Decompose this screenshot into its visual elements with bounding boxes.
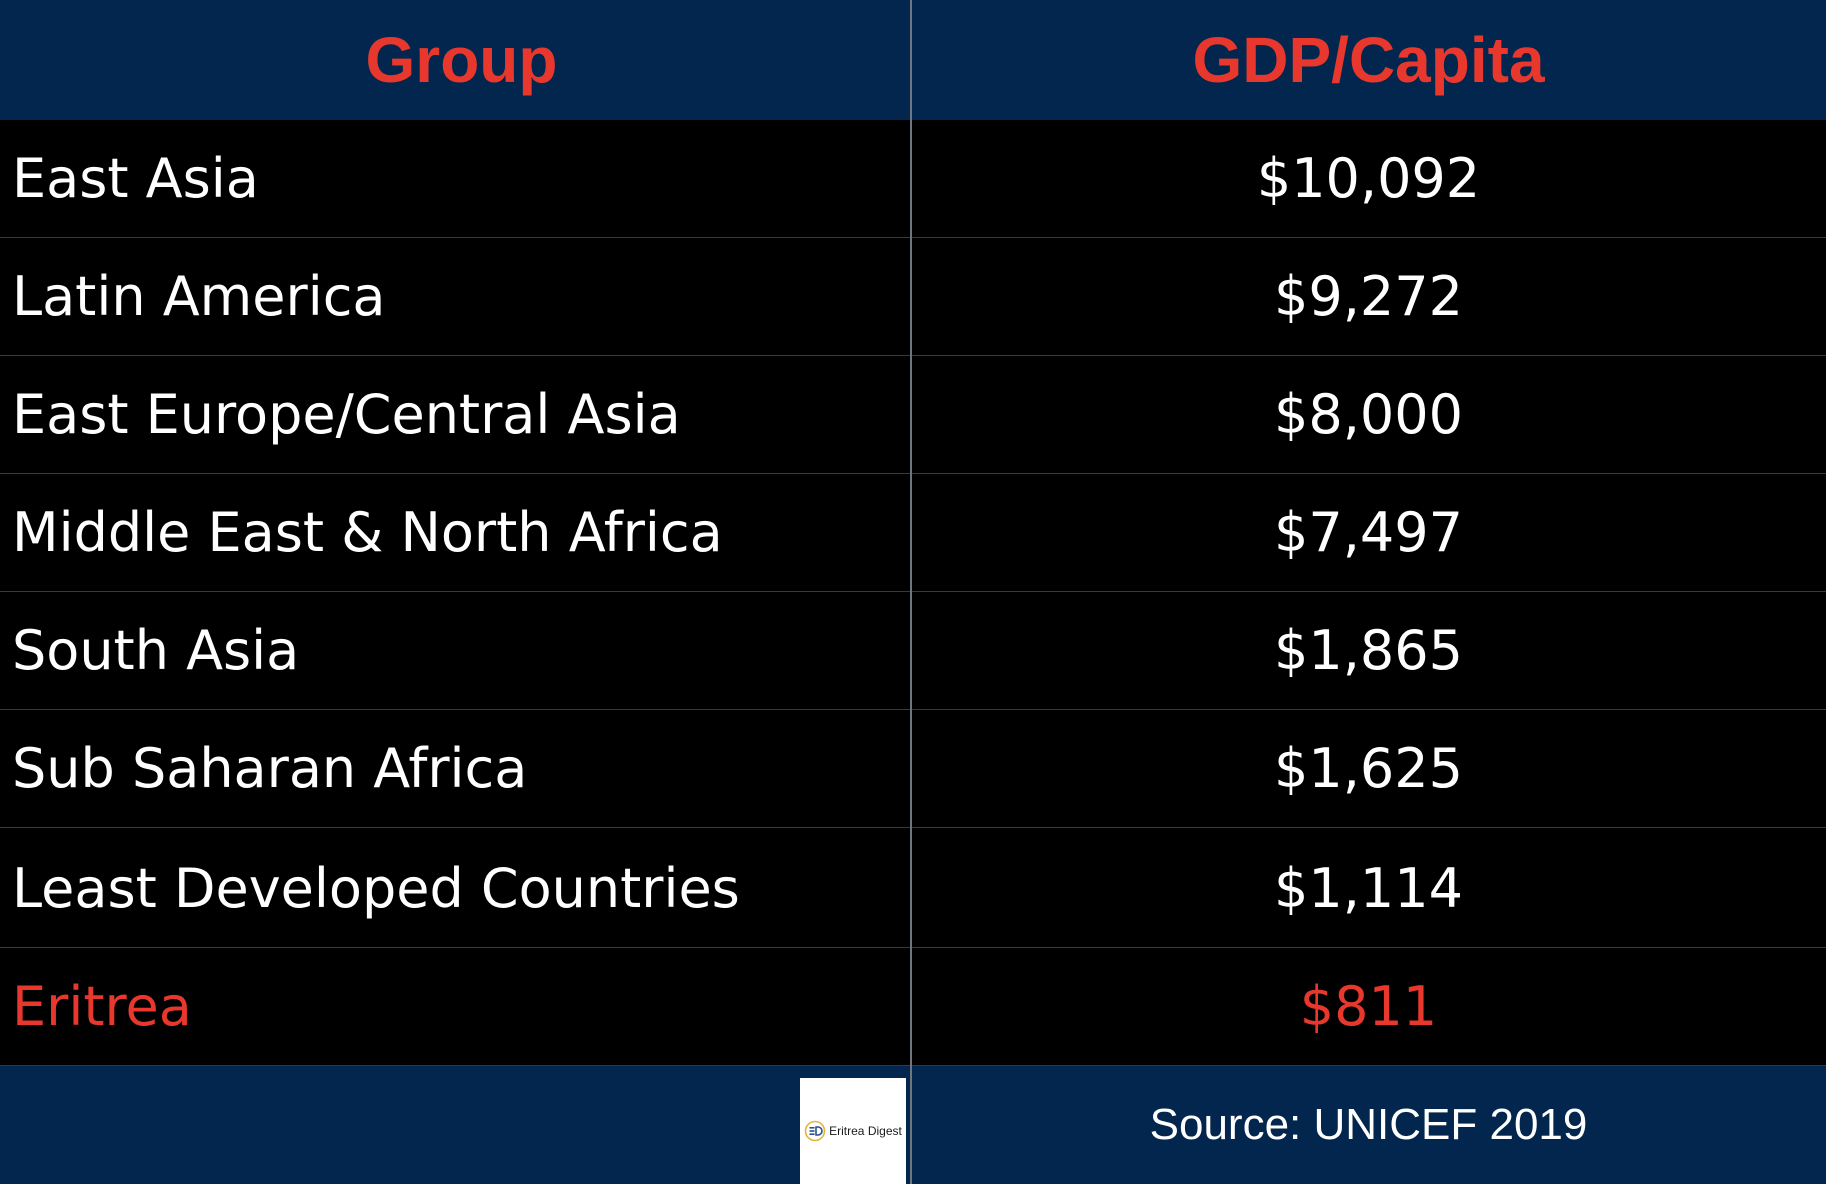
row-gdp-value: $1,114: [1274, 857, 1463, 920]
table-row: Sub Saharan Africa $1,625: [0, 710, 1826, 828]
eritrea-digest-logo-icon: [804, 1120, 826, 1142]
header-group: Group: [365, 24, 558, 96]
row-gdp-value: $811: [1299, 975, 1438, 1038]
table-row: East Europe/Central Asia $8,000: [0, 356, 1826, 474]
row-gdp-value: $9,272: [1274, 265, 1463, 328]
column-divider: [910, 0, 912, 1184]
table-footer: Source: UNICEF 2019: [0, 1066, 1826, 1184]
row-group-label: East Europe/Central Asia: [12, 383, 681, 446]
table-row: Middle East & North Africa $7,497: [0, 474, 1826, 592]
row-gdp-value: $10,092: [1256, 147, 1481, 210]
row-gdp-value: $1,625: [1274, 737, 1463, 800]
row-group-label: Least Developed Countries: [12, 857, 740, 920]
row-gdp-value: $1,865: [1274, 619, 1463, 682]
row-group-label: East Asia: [12, 147, 259, 210]
table-row: Least Developed Countries $1,114: [0, 830, 1826, 948]
table-row: Latin America $9,272: [0, 238, 1826, 356]
source-note: Source: UNICEF 2019: [1149, 1100, 1588, 1149]
header-gdp-capita: GDP/Capita: [1192, 24, 1545, 96]
logo-text: Eritrea Digest: [829, 1124, 902, 1138]
row-gdp-value: $7,497: [1274, 501, 1463, 564]
table-row: East Asia $10,092: [0, 120, 1826, 238]
row-group-label: Sub Saharan Africa: [12, 737, 528, 800]
row-gdp-value: $8,000: [1274, 383, 1463, 446]
table-row: South Asia $1,865: [0, 592, 1826, 710]
table-row: Eritrea $811: [0, 948, 1826, 1066]
row-group-label: Eritrea: [12, 975, 192, 1038]
eritrea-digest-logo: Eritrea Digest: [800, 1078, 906, 1184]
table-header: Group GDP/Capita: [0, 0, 1826, 120]
row-group-label: Middle East & North Africa: [12, 501, 723, 564]
row-group-label: South Asia: [12, 619, 300, 682]
row-group-label: Latin America: [12, 265, 386, 328]
